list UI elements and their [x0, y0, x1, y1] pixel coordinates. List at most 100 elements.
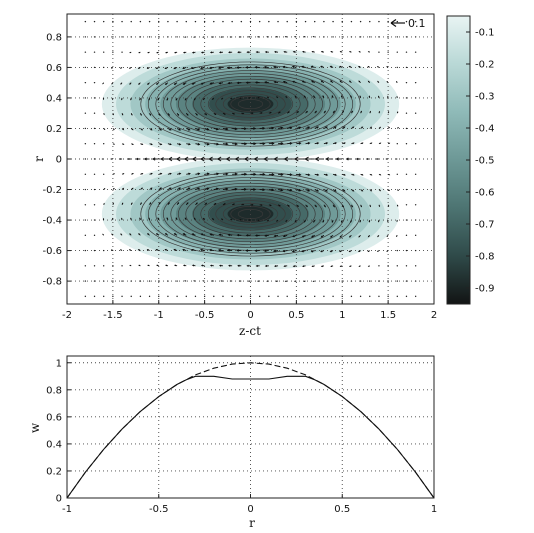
velocity-arrowhead — [202, 217, 205, 220]
velocity-arrowhead — [186, 202, 189, 205]
velocity-arrowhead — [186, 113, 189, 116]
velocity-arrowhead — [227, 81, 231, 85]
velocity-arrow — [350, 36, 353, 38]
velocity-arrowhead — [273, 80, 277, 84]
velocity-arrowhead — [103, 113, 105, 116]
velocity-arrowhead — [238, 36, 241, 38]
velocity-arrowhead — [257, 97, 260, 99]
velocity-arrowhead — [121, 113, 124, 116]
x-tick-label: -1 — [154, 310, 164, 321]
velocity-arrow — [396, 51, 398, 53]
velocity-arrowhead — [177, 202, 180, 204]
velocity-arrowhead — [191, 248, 194, 252]
velocity-arrowhead — [206, 187, 210, 191]
velocity-arrowhead — [263, 249, 267, 253]
colorbar-ticks: -0.1 -0.2 -0.3 -0.4 -0.5 -0.6 -0.7 -0.8 -0.9 — [466, 28, 495, 295]
velocity-arrow — [176, 295, 178, 298]
velocity-arrowhead — [253, 188, 257, 191]
velocity-arrowhead — [306, 110, 308, 113]
velocity-arrowhead — [174, 51, 177, 54]
velocity-arrowhead — [150, 187, 153, 190]
velocity-arrowhead — [358, 235, 361, 238]
velocity-arrowhead — [279, 204, 281, 207]
x-tick-label: -0.5 — [149, 504, 169, 515]
velocity-arrow — [414, 66, 417, 69]
velocity-arrow — [414, 204, 417, 206]
velocity-arrowhead — [358, 265, 361, 267]
velocity-arrow — [139, 36, 142, 38]
velocity-arrow — [167, 20, 169, 23]
velocity-arrowhead — [218, 82, 222, 85]
velocity-arrowhead — [289, 126, 293, 130]
velocity-arrowhead — [200, 66, 203, 70]
velocity-arrow — [414, 188, 417, 191]
velocity-arrow — [396, 173, 398, 175]
line-plot: -1 -0.5 0 0.5 1 0 0.2 0.4 0.6 0.8 1 r w — [28, 355, 437, 530]
velocity-arrowhead — [395, 80, 398, 83]
velocity-arrowhead — [333, 110, 335, 113]
velocity-arrowhead — [339, 51, 342, 53]
contour-line — [207, 87, 294, 121]
velocity-arrowhead — [211, 36, 214, 38]
velocity-arrowhead — [184, 98, 187, 101]
velocity-arrowhead — [102, 233, 104, 235]
velocity-arrowhead — [294, 95, 297, 98]
velocity-arrow — [359, 36, 362, 38]
velocity-arrowhead — [206, 172, 210, 176]
velocity-arrowhead — [197, 187, 201, 190]
velocity-arrow — [84, 249, 87, 252]
velocity-arrowhead — [388, 174, 391, 176]
velocity-arrow — [323, 36, 325, 38]
contour-line — [230, 96, 271, 112]
velocity-arrowhead — [379, 189, 382, 192]
velocity-arrowhead — [131, 202, 133, 204]
velocity-arrow — [93, 158, 96, 160]
velocity-arrowhead — [149, 114, 152, 116]
velocity-arrowhead — [178, 128, 182, 131]
velocity-arrow — [158, 20, 160, 23]
velocity-arrowhead — [233, 203, 236, 206]
velocity-arrowhead — [385, 158, 388, 160]
velocity-arrow — [84, 20, 87, 23]
velocity-arrowhead — [228, 51, 231, 54]
velocity-arrow — [387, 295, 389, 298]
velocity-arrow — [369, 20, 371, 23]
velocity-arrowhead — [122, 173, 125, 175]
velocity-arrowhead — [352, 126, 355, 129]
velocity-arrow — [84, 265, 87, 267]
velocity-arrowhead — [147, 83, 149, 85]
y-tick-label: 0.6 — [46, 412, 62, 423]
velocity-arrowhead — [248, 97, 250, 99]
velocity-arrowhead — [182, 248, 185, 251]
y-tick-label: 0.2 — [46, 124, 62, 135]
velocity-arrowhead — [320, 235, 323, 238]
velocity-arrow — [414, 20, 417, 23]
velocity-arrowhead — [225, 127, 229, 131]
velocity-arrowhead — [334, 142, 338, 145]
x-tick-label: 0 — [247, 310, 253, 321]
velocity-arrow — [369, 295, 371, 298]
velocity-arrowhead — [339, 65, 342, 68]
velocity-arrowhead — [206, 142, 210, 146]
velocity-arrowhead — [113, 173, 116, 175]
velocity-arrowhead — [387, 95, 389, 98]
velocity-arrowhead — [345, 157, 349, 161]
velocity-arrowhead — [365, 157, 369, 161]
velocity-arrowhead — [218, 264, 222, 267]
velocity-arrowhead — [274, 264, 277, 268]
velocity-arrowhead — [193, 36, 195, 38]
velocity-arrowhead — [214, 113, 217, 116]
velocity-arrowhead — [200, 51, 204, 54]
velocity-arrowhead — [138, 51, 140, 54]
velocity-arrow — [148, 295, 151, 298]
velocity-arrowhead — [175, 217, 178, 220]
velocity-arrowhead — [122, 187, 125, 190]
velocity-arrowhead — [283, 265, 286, 268]
velocity-arrowhead — [173, 248, 176, 251]
velocity-arrowhead — [276, 96, 278, 98]
velocity-arrowhead — [352, 142, 355, 145]
velocity-arrow — [93, 97, 96, 99]
velocity-arrowhead — [208, 156, 213, 162]
velocity-arrowhead — [253, 156, 259, 162]
velocity-arrow — [103, 51, 105, 53]
